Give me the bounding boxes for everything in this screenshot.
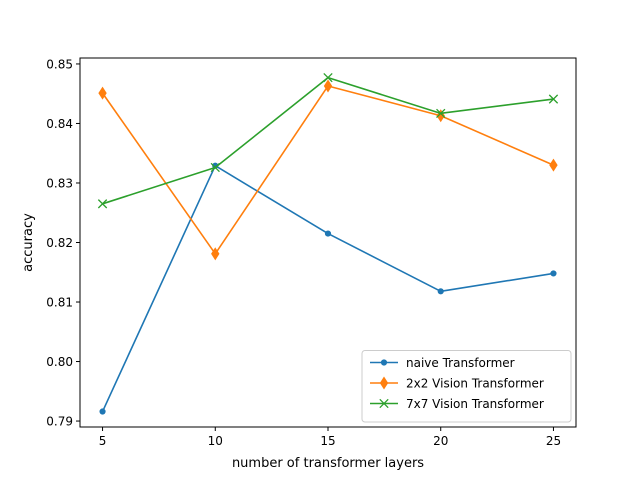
data-point	[436, 108, 446, 119]
y-tick-label: 0.81	[46, 295, 73, 309]
y-tick-label: 0.82	[46, 236, 73, 250]
y-tick-label: 0.83	[46, 176, 73, 190]
legend-item-2x2-vision-transformer: 2x2 Vision Transformer	[370, 376, 544, 390]
series-layer	[97, 72, 559, 415]
legend-box	[361, 350, 572, 423]
data-point	[97, 199, 108, 209]
y-axis: 0.79 0.80 0.81 0.82 0.83 0.84 0.85	[46, 57, 80, 428]
x-tick-label: 20	[433, 434, 448, 448]
data-point	[548, 94, 559, 104]
legend-label: 7x7 Vision Transformer	[406, 397, 544, 411]
x-tick-label: 5	[99, 434, 107, 448]
data-point	[437, 288, 444, 295]
data-point	[98, 86, 107, 100]
data-point	[323, 79, 333, 93]
legend-label: naive Transformer	[406, 356, 515, 370]
series-naive-transformer	[99, 162, 557, 415]
series-2x2-vision-transformer	[98, 79, 558, 261]
y-axis-label: accuracy	[21, 213, 36, 272]
x-tick-label: 15	[320, 434, 335, 448]
x-axis: 5 10 15 20 25	[99, 427, 561, 448]
y-tick-label: 0.80	[46, 355, 73, 369]
data-point	[549, 158, 558, 172]
x-axis-label: number of transformer layers	[232, 456, 424, 471]
legend-label: 2x2 Vision Transformer	[406, 376, 544, 390]
series-7x7-vision-transformer	[97, 72, 559, 209]
legend: naive Transformer 2x2 Vision Transformer 7…	[361, 350, 572, 423]
y-tick-label: 0.79	[46, 414, 73, 428]
x-tick-label: 25	[546, 434, 561, 448]
data-point	[211, 247, 220, 261]
data-point	[550, 270, 557, 277]
legend-item-7x7-vision-transformer: 7x7 Vision Transformer	[370, 397, 544, 411]
data-point	[323, 72, 333, 83]
x-tick-label: 10	[208, 434, 223, 448]
data-point	[99, 408, 106, 415]
legend-marker	[379, 398, 389, 409]
data-point	[324, 230, 332, 237]
legend-item-naive-transformer: naive Transformer	[370, 356, 515, 370]
y-tick-label: 0.85	[46, 57, 73, 71]
data-point	[436, 109, 445, 123]
legend-marker	[379, 376, 389, 390]
data-point	[210, 162, 220, 173]
legend-marker	[380, 359, 388, 366]
y-tick-label: 0.84	[46, 117, 73, 131]
